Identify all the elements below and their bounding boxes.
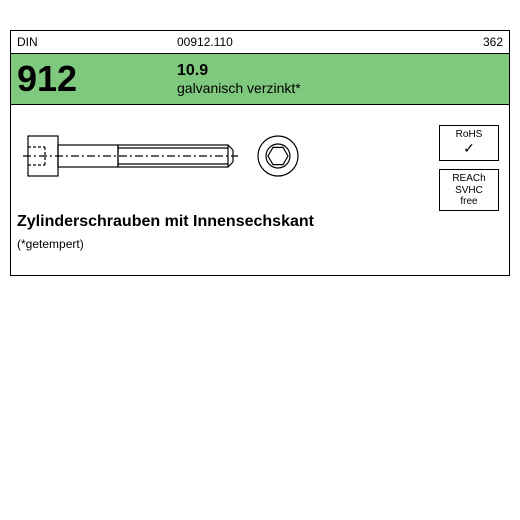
header-standard: DIN [11, 31, 171, 53]
header-row: DIN 00912.110 362 [11, 31, 509, 54]
rohs-label: RoHS [442, 129, 496, 141]
green-band: 912 10.9 galvanisch verzinkt* [11, 54, 509, 105]
reach-line1: REACh [442, 173, 496, 185]
reach-badge: REACh SVHC free [439, 169, 499, 211]
surface-finish: galvanisch verzinkt* [177, 80, 509, 96]
strength-grade: 10.9 [177, 62, 509, 80]
header-partcode: 00912.110 [171, 31, 429, 53]
din-number: 912 [11, 54, 171, 104]
header-pageref: 362 [429, 31, 509, 53]
footnote: (*getempert) [17, 237, 84, 251]
body-area: RoHS ✓ REACh SVHC free Zylinderschrauben… [11, 105, 509, 275]
grade-finish: 10.9 galvanisch verzinkt* [171, 54, 509, 104]
reach-line3: free [442, 196, 496, 208]
screw-illustration [23, 121, 323, 191]
reach-line2: SVHC [442, 185, 496, 197]
product-title: Zylinderschrauben mit Innensechskant [17, 213, 314, 231]
check-icon: ✓ [442, 141, 496, 155]
datasheet-card: DIN 00912.110 362 912 10.9 galvanisch ve… [10, 30, 510, 276]
rohs-badge: RoHS ✓ [439, 125, 499, 161]
